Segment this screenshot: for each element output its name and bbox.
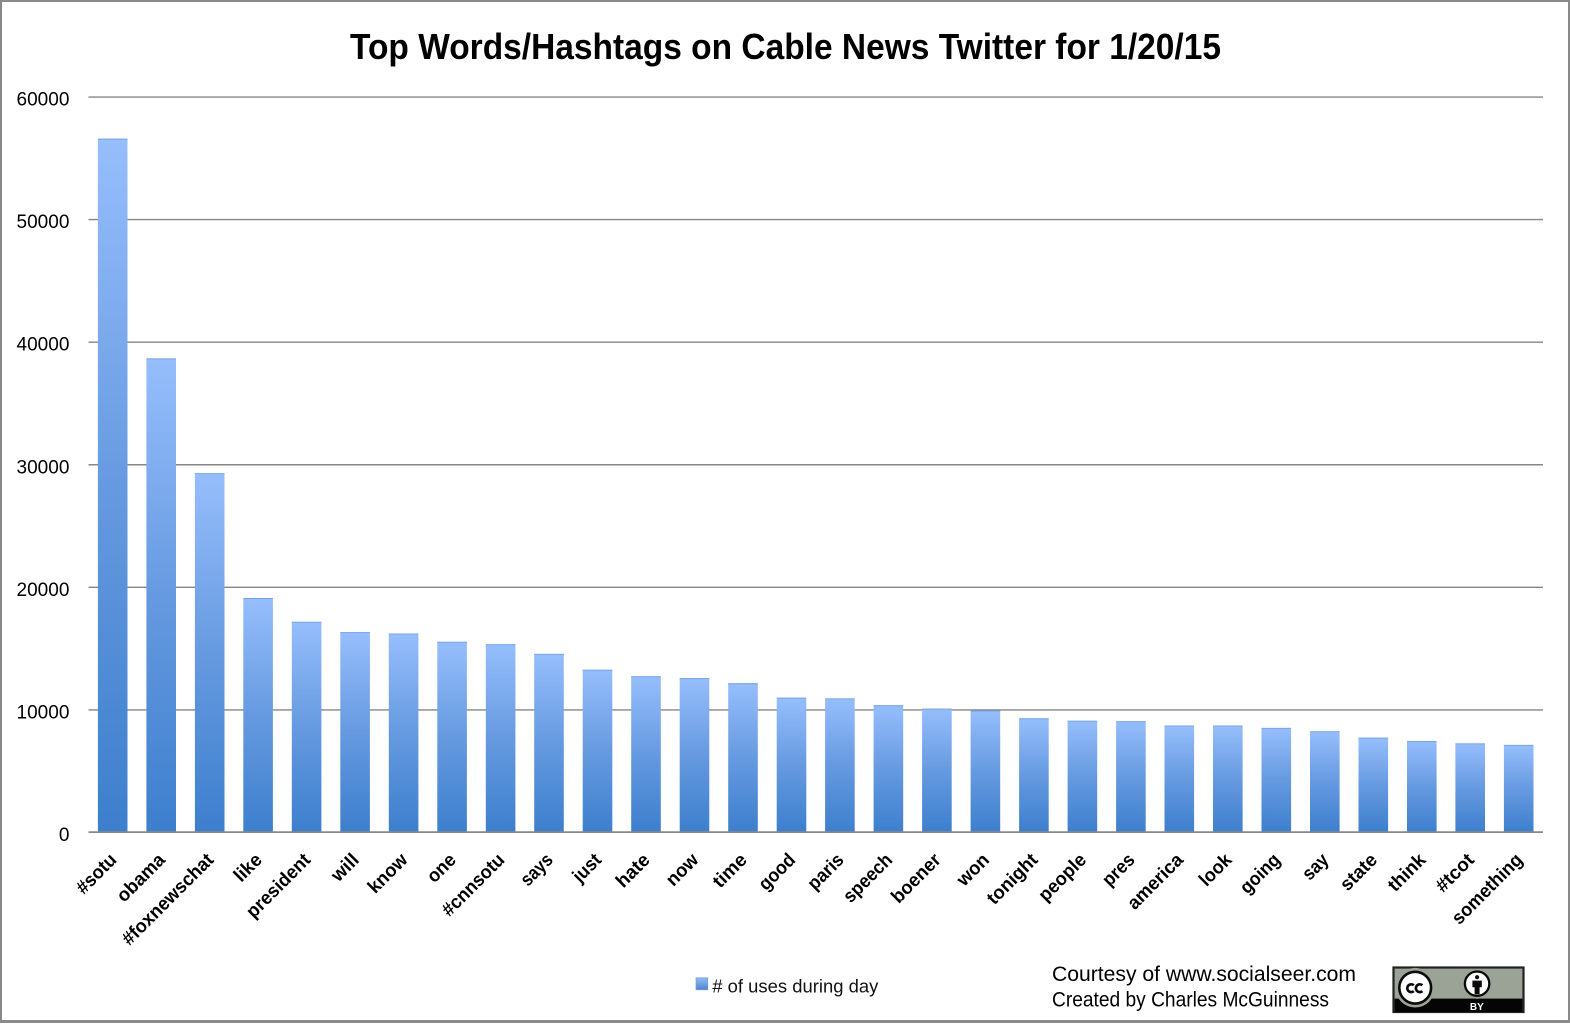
- svg-text:60000: 60000: [17, 90, 70, 111]
- svg-text:0: 0: [59, 825, 70, 846]
- svg-text:BY: BY: [1470, 1002, 1484, 1013]
- svg-text:20000: 20000: [17, 580, 70, 601]
- svg-text:40000: 40000: [17, 335, 70, 356]
- svg-text:30000: 30000: [17, 457, 70, 478]
- svg-text:Courtesy of www.socialseer.com: Courtesy of www.socialseer.com: [1052, 962, 1356, 986]
- svg-text:Top Words/Hashtags on Cable Ne: Top Words/Hashtags on Cable News Twitter…: [350, 26, 1221, 67]
- svg-text:50000: 50000: [17, 212, 70, 233]
- svg-text:# of uses during day: # of uses during day: [712, 976, 878, 996]
- svg-text:10000: 10000: [17, 702, 70, 723]
- svg-text:Created by Charles McGuinness: Created by Charles McGuinness: [1052, 988, 1329, 1012]
